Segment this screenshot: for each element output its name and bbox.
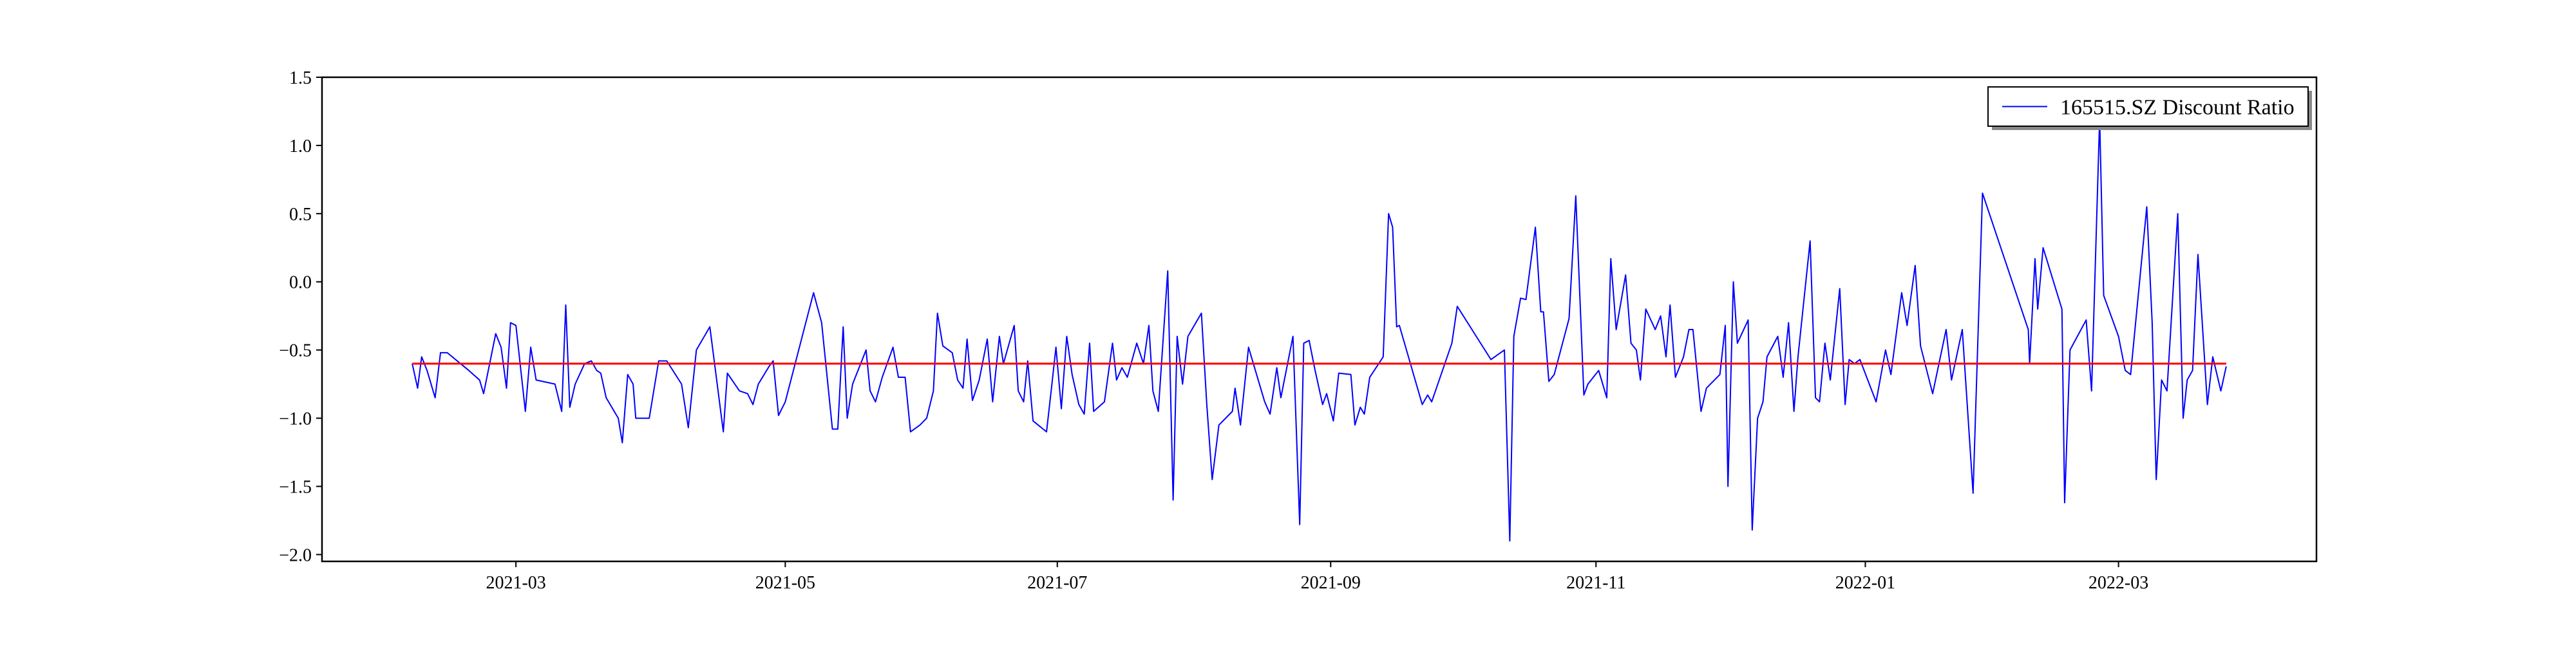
y-tick-label: 0.5: [289, 205, 312, 225]
x-tick-label: 2021-11: [1566, 573, 1625, 593]
y-tick-label: −1.0: [279, 409, 312, 429]
x-tick-label: 2021-03: [486, 573, 545, 593]
legend-label: 165515.SZ Discount Ratio: [2060, 96, 2295, 120]
data-line: [412, 117, 2227, 542]
legend: 165515.SZ Discount Ratio: [1987, 86, 2312, 130]
y-tick-label: −1.5: [279, 477, 312, 497]
x-tick-label: 2022-03: [2088, 573, 2148, 593]
y-tick-label: −0.5: [279, 341, 312, 361]
plot-area: [322, 77, 2316, 561]
y-tick-label: −2.0: [279, 545, 312, 565]
x-tick-label: 2021-07: [1027, 573, 1087, 593]
y-tick-label: 0.0: [289, 273, 312, 293]
x-tick-label: 2021-09: [1301, 573, 1361, 593]
plot-frame: [321, 76, 2318, 563]
x-tick-label: 2021-05: [755, 573, 815, 593]
y-tick-label: 1.5: [289, 68, 312, 88]
y-tick-label: 1.0: [289, 136, 312, 156]
x-tick-label: 2022-01: [1835, 573, 1895, 593]
